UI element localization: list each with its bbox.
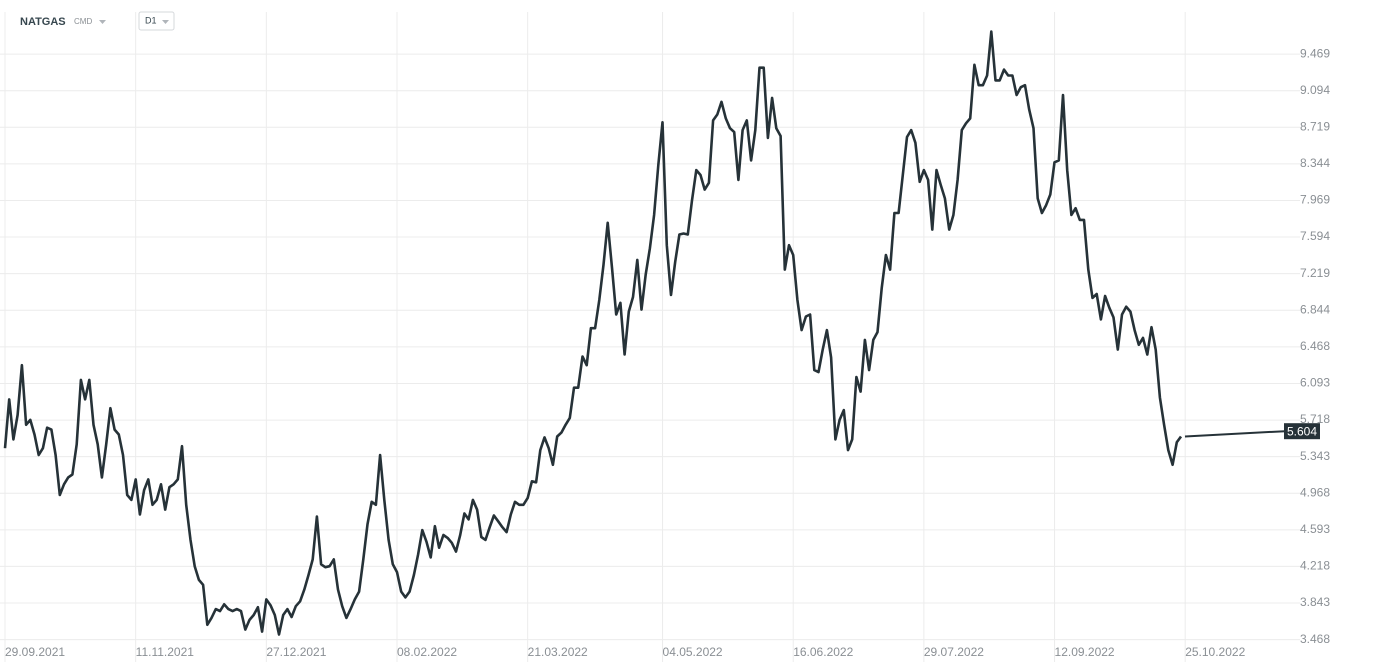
y-tick-label: 4.968 xyxy=(1300,485,1330,499)
y-tick-label: 3.468 xyxy=(1300,632,1330,646)
x-tick-label: 27.12.2021 xyxy=(266,645,326,659)
x-tick-label: 25.10.2022 xyxy=(1185,645,1245,659)
market[interactable]: CMD xyxy=(74,17,92,26)
x-tick-label: 29.09.2021 xyxy=(5,645,65,659)
x-tick-label: 21.03.2022 xyxy=(528,645,588,659)
y-tick-label: 9.469 xyxy=(1300,46,1330,60)
dropdown-arrow[interactable] xyxy=(99,20,106,24)
y-tick-label: 5.718 xyxy=(1300,412,1330,426)
y-tick-label: 5.343 xyxy=(1300,449,1330,463)
y-tick-label: 9.094 xyxy=(1300,83,1330,97)
dropdown-arrow[interactable] xyxy=(162,20,169,24)
x-tick-label: 08.02.2022 xyxy=(397,645,457,659)
x-tick-label: 12.09.2022 xyxy=(1055,645,1115,659)
last-price-label: 5.604 xyxy=(1287,424,1317,438)
y-tick-label: 7.969 xyxy=(1300,193,1330,207)
y-tick-label: 6.844 xyxy=(1300,302,1330,316)
price-line xyxy=(3,30,1183,636)
x-tick-label: 29.07.2022 xyxy=(924,645,984,659)
symbol[interactable]: NATGAS xyxy=(20,16,66,28)
timeframe[interactable]: D1 xyxy=(145,15,157,25)
y-tick-label: 7.594 xyxy=(1300,229,1330,243)
y-tick-label: 8.344 xyxy=(1300,156,1330,170)
last-price-line xyxy=(1184,430,1286,438)
y-tick-label: 6.468 xyxy=(1300,339,1330,353)
timeframe-box[interactable] xyxy=(138,11,175,31)
y-tick-label: 4.218 xyxy=(1300,559,1330,573)
y-tick-label: 8.719 xyxy=(1300,119,1330,133)
y-tick-label: 7.219 xyxy=(1300,266,1330,280)
x-tick-label: 11.11.2021 xyxy=(136,645,195,659)
x-tick-label: 04.05.2022 xyxy=(663,645,723,659)
last-price-box xyxy=(1284,423,1320,440)
y-tick-label: 4.593 xyxy=(1300,522,1330,536)
x-tick-label: 16.06.2022 xyxy=(793,645,853,659)
y-tick-label: 6.093 xyxy=(1300,376,1330,390)
y-tick-label: 3.843 xyxy=(1300,595,1330,609)
grid xyxy=(0,12,1300,662)
